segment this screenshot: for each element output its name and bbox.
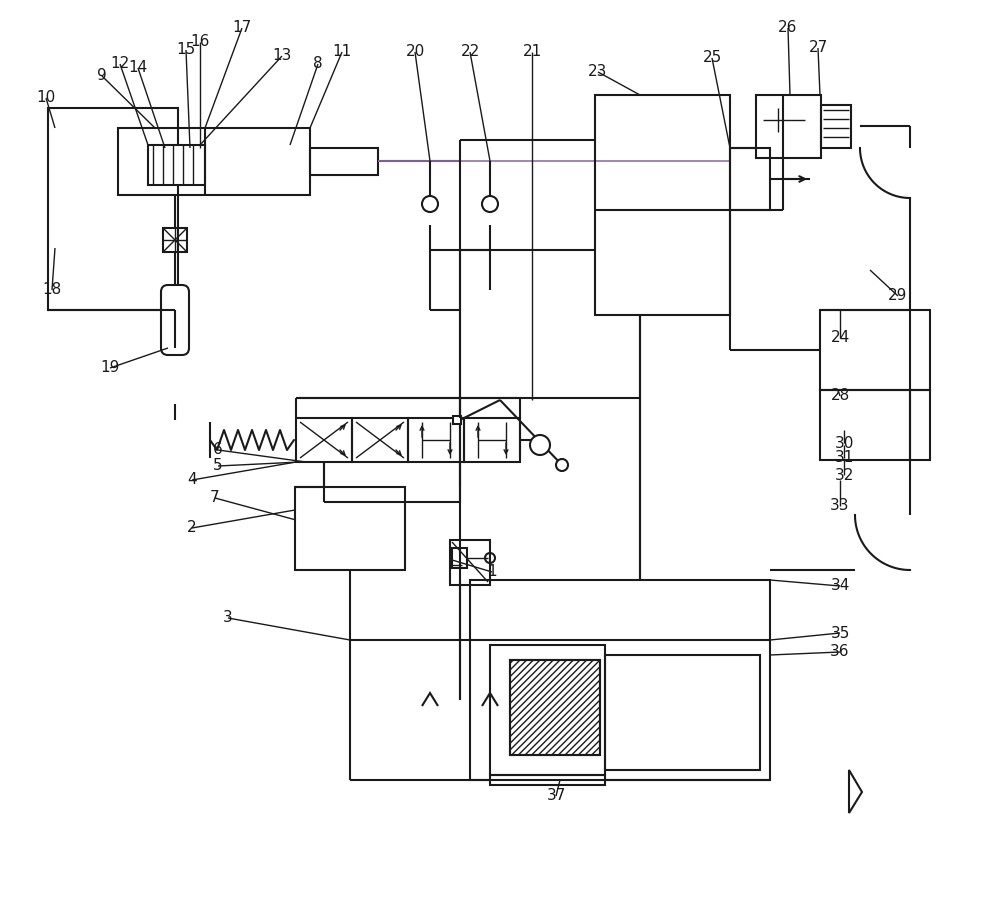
Bar bbox=[310, 148, 378, 175]
Bar bbox=[595, 95, 730, 315]
Text: 2: 2 bbox=[187, 521, 197, 535]
Text: 14: 14 bbox=[128, 61, 148, 75]
Text: 31: 31 bbox=[834, 451, 854, 465]
Bar bbox=[756, 95, 821, 158]
Text: 30: 30 bbox=[834, 435, 854, 451]
Bar bbox=[295, 487, 405, 570]
Bar bbox=[820, 310, 930, 390]
Circle shape bbox=[530, 435, 550, 455]
Bar bbox=[408, 418, 464, 462]
Text: 33: 33 bbox=[830, 498, 850, 513]
FancyBboxPatch shape bbox=[161, 285, 189, 355]
Text: 34: 34 bbox=[830, 578, 850, 594]
Bar bbox=[490, 645, 605, 775]
Bar bbox=[450, 540, 490, 585]
Bar bbox=[510, 660, 600, 755]
Text: 24: 24 bbox=[830, 330, 850, 345]
Text: 21: 21 bbox=[522, 44, 542, 60]
Bar bbox=[148, 145, 205, 185]
Text: 3: 3 bbox=[223, 610, 233, 625]
Text: 19: 19 bbox=[100, 361, 120, 375]
Text: 32: 32 bbox=[834, 467, 854, 483]
Bar bbox=[453, 416, 461, 424]
Text: 26: 26 bbox=[778, 20, 798, 36]
Bar bbox=[820, 390, 930, 460]
Text: 5: 5 bbox=[213, 458, 223, 474]
Bar bbox=[730, 148, 770, 210]
Text: 25: 25 bbox=[702, 50, 722, 65]
Bar bbox=[452, 548, 467, 568]
Text: 16: 16 bbox=[190, 35, 210, 50]
Text: 10: 10 bbox=[36, 91, 56, 106]
Bar bbox=[118, 128, 310, 195]
Text: 6: 6 bbox=[213, 442, 223, 457]
Text: 17: 17 bbox=[232, 20, 252, 36]
Text: 7: 7 bbox=[210, 490, 220, 506]
Text: 18: 18 bbox=[42, 283, 62, 297]
Bar bbox=[821, 105, 851, 148]
Bar bbox=[163, 228, 187, 252]
Text: 13: 13 bbox=[272, 49, 292, 63]
Circle shape bbox=[556, 459, 568, 471]
Text: 27: 27 bbox=[808, 40, 828, 55]
Text: 36: 36 bbox=[830, 644, 850, 659]
Bar bbox=[352, 418, 408, 462]
Text: 37: 37 bbox=[546, 789, 566, 803]
Bar bbox=[48, 108, 178, 310]
Bar bbox=[510, 660, 600, 755]
Bar bbox=[296, 418, 352, 462]
Text: 15: 15 bbox=[176, 42, 196, 58]
Text: 9: 9 bbox=[97, 69, 107, 84]
Text: 23: 23 bbox=[588, 64, 608, 80]
Text: 12: 12 bbox=[110, 57, 130, 72]
Text: 20: 20 bbox=[405, 44, 425, 60]
Text: 11: 11 bbox=[332, 44, 352, 60]
Text: 4: 4 bbox=[187, 473, 197, 487]
Bar bbox=[470, 580, 770, 780]
Text: 29: 29 bbox=[888, 288, 908, 304]
Text: 35: 35 bbox=[830, 625, 850, 641]
Text: 28: 28 bbox=[830, 388, 850, 404]
Bar bbox=[464, 418, 520, 462]
Text: 8: 8 bbox=[313, 57, 323, 72]
Bar bbox=[605, 655, 760, 770]
Bar bbox=[490, 775, 605, 785]
Text: 1: 1 bbox=[487, 565, 497, 579]
Text: 22: 22 bbox=[460, 44, 480, 60]
